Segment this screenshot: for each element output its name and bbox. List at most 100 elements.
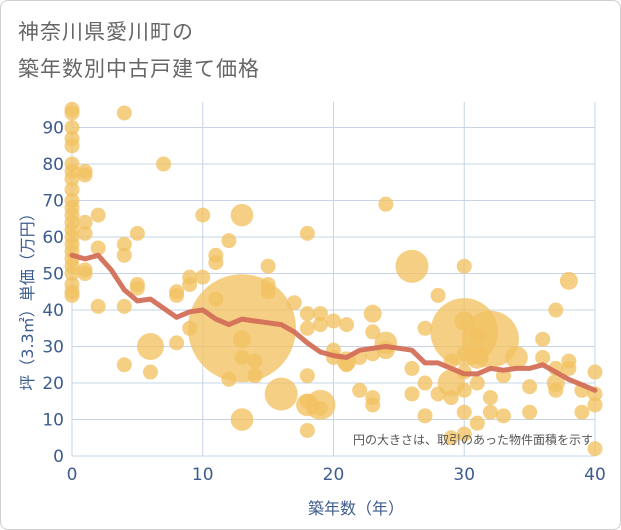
x-tick-label: 10 [192,465,214,485]
bubble [365,324,381,340]
bubble [90,298,106,314]
bubble [299,225,315,241]
bubble [77,214,93,230]
bubble [264,377,298,411]
bubble [116,105,132,121]
bubble [221,233,237,249]
chart-title-line-2: 築年数別中古戸建て価格 [18,57,260,81]
bubble [417,375,433,391]
y-tick-label: 60 [42,228,64,248]
bubble [232,330,251,349]
bubble [456,382,472,398]
x-tick-label: 20 [323,465,345,485]
x-tick-label: 0 [67,465,78,485]
bubble [169,335,185,351]
bubble [548,302,564,318]
bubble [469,375,485,391]
bubble [260,284,276,300]
bubble [522,379,538,395]
bubble [156,156,172,172]
bubble [77,225,93,241]
axis-ticks: 0 10 20 30 40 50 60 70 80 90 0 10 20 30 40 [42,119,605,485]
bubble [461,310,519,368]
bubble [404,386,420,402]
trend-line-group [69,252,598,393]
bubble [363,304,382,323]
bubble [339,317,355,333]
bubble [535,349,551,365]
x-axis-label: 築年数（年） [308,499,404,518]
bubble [64,287,80,303]
chart-title-line-1: 神奈川県愛川町の [18,20,194,44]
bubble [482,404,498,420]
bubble [260,258,276,274]
bubble [574,404,590,420]
bubble [443,390,459,406]
bubble [169,287,185,303]
size-note: 円の大きさは、取引のあった物件面積を示す [353,432,593,447]
bubble [312,401,328,417]
bubble [195,269,211,285]
y-tick-label: 40 [42,301,64,321]
x-tick-label: 40 [584,465,606,485]
bubble [230,203,254,227]
bubble [129,225,145,241]
bubble [90,207,106,223]
bubble [234,349,250,365]
bubble [352,382,368,398]
bubble [482,390,498,406]
bubble [535,331,551,347]
bubble [456,258,472,274]
trend-line [69,252,598,393]
y-tick-label: 30 [42,338,64,358]
bubble [443,430,459,446]
bubble [339,357,355,373]
bubble [136,333,164,361]
bubble [90,240,106,256]
bubble [64,138,80,154]
bubble [142,364,158,380]
bubble [522,404,538,420]
bubble [182,276,198,292]
bubble [187,274,296,383]
bubble [129,280,145,296]
bubble [326,313,341,329]
y-tick-label: 10 [42,411,64,431]
bubble [64,182,80,198]
bubble [77,167,93,183]
bubble [116,357,132,373]
y-axis-label: 坪（3.3㎡）単価（万円） [18,205,37,390]
y-tick-label: 0 [53,447,64,467]
y-tick-label: 70 [42,192,64,212]
bubble [376,341,395,360]
y-tick-label: 90 [42,119,64,139]
y-tick-label: 80 [42,155,64,175]
bubble [559,271,578,290]
bubble [195,207,211,223]
bubble [587,397,603,413]
bubble [230,408,254,431]
x-tick-label: 30 [453,465,475,485]
bubble [64,266,80,282]
bubble [64,120,80,136]
bubble [64,171,80,187]
bubble [548,382,564,398]
bubble [286,295,302,311]
bubble [404,360,420,376]
bubble [417,320,433,336]
bubble [247,368,263,384]
bubble [299,368,315,384]
y-tick-label: 20 [42,374,64,394]
bubble [495,408,511,424]
bubble [299,422,315,438]
bubbles [64,101,603,457]
bubble [587,364,603,380]
bubble [64,105,80,121]
bubble [469,415,485,431]
bubble [312,317,328,333]
bubble [116,236,132,252]
bubble [378,196,394,212]
bubble [417,408,433,424]
bubble [561,360,577,376]
